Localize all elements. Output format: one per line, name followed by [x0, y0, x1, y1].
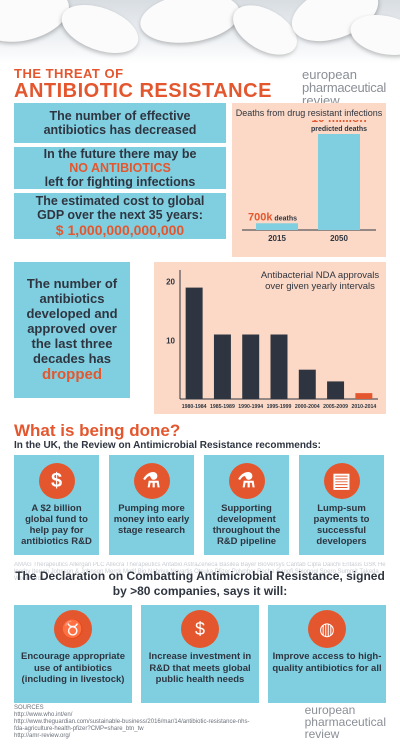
tick-label: 2015: [268, 234, 286, 243]
x-tick-label: 2000-2004: [295, 404, 320, 410]
declaration-heading: The Declaration on Combatting Antimicrob…: [15, 569, 385, 598]
y-tick-label: 10: [166, 336, 175, 345]
x-tick-label: 2005-2009: [323, 404, 348, 410]
recommendation-card: ▤ Lump-sum payments to successful develo…: [299, 455, 384, 555]
cow-icon: ♉: [54, 610, 92, 648]
source-link[interactable]: http://www.theguardian.com/sustainable-b…: [14, 719, 250, 732]
data-label: predicted deaths: [311, 126, 367, 133]
recommendation-card: ⚗ Supporting development throughout the …: [204, 455, 289, 555]
card-text: Supporting development throughout the R&…: [212, 503, 281, 547]
sources-list: SOURCES http://www.who.int/en/ http://ww…: [14, 705, 254, 740]
pledge-text: Improve access to high-quality antibioti…: [272, 651, 382, 674]
source-link[interactable]: http://amr-review.org/: [14, 733, 71, 739]
bar: [327, 381, 345, 399]
title-line1: THE THREAT OF: [14, 66, 124, 81]
dollar-icon: $: [181, 610, 219, 648]
fact-box-gdp-cost: The estimated cost to global GDP over th…: [14, 193, 226, 239]
page-title: ANTIBIOTIC RESISTANCE: [14, 80, 272, 102]
data-label: 10 million: [311, 120, 366, 125]
bar: [355, 393, 373, 399]
bar: [318, 134, 360, 230]
bar: [213, 334, 231, 399]
section-heading: What is being done?: [14, 421, 181, 440]
bar: [185, 287, 203, 399]
chart-title: Antibacterial NDA approvals over given y…: [260, 270, 380, 292]
card-text: Pumping more money into early stage rese…: [113, 503, 190, 536]
fact-box-decreased: The number of effective antibiotics has …: [14, 103, 226, 143]
fact-box-dropped: The number of antibiotics developed and …: [14, 262, 130, 398]
x-tick-label: 1980-1984: [182, 404, 207, 410]
logo-word: pharmaceutical: [304, 715, 386, 729]
fact-text: The number of antibiotics developed and …: [26, 276, 118, 366]
pledge-card: $ Increase investment in R&D that meets …: [141, 605, 259, 703]
fact-text: left for fighting infections: [44, 175, 196, 189]
chart-title: Deaths from drug resistant infections: [235, 108, 383, 118]
fact-text: The estimated cost to global GDP over th…: [35, 193, 205, 222]
publisher-logo: european pharmaceutical review: [302, 68, 386, 107]
source-link[interactable]: http://www.who.int/en/: [14, 712, 73, 718]
recommendation-card: $ A $2 billion global fund to help pay f…: [14, 455, 99, 555]
sources-label: SOURCES: [14, 705, 44, 711]
card-text: Lump-sum payments to successful develope…: [313, 503, 370, 547]
fact-highlight: dropped: [42, 366, 102, 383]
bar: [256, 223, 298, 230]
deaths-bar-chart: 2015 700k deaths 2050 10 millionpredicted d…: [242, 120, 376, 243]
section-subheading: In the UK, the Review on Antimicrobial R…: [14, 440, 321, 451]
pill-shape: [55, 0, 145, 63]
x-tick-label: 2010-2014: [351, 404, 376, 410]
logo-word: european: [302, 67, 357, 82]
logo-word: pharmaceutical: [302, 80, 386, 95]
pledge-card: ◍ Improve access to high-quality antibio…: [268, 605, 386, 703]
data-label: 700k deaths: [248, 211, 297, 223]
pledge-text: Increase investment in R&D that meets gl…: [148, 651, 252, 685]
fact-text: In the future there may be: [43, 147, 197, 161]
globe-icon: ◍: [308, 610, 346, 648]
dollar-icon: $: [38, 463, 75, 499]
flask-icon: ⚗: [228, 463, 265, 499]
fact-text: The number of effective antibiotics has …: [43, 109, 197, 137]
logo-word: review: [304, 727, 340, 741]
card-text: A $2 billion global fund to help pay for…: [21, 503, 92, 547]
deaths-chart-panel: [232, 103, 386, 257]
pledge-card: ♉ Encourage appropriate use of antibioti…: [14, 605, 132, 703]
ticket-icon: ▤: [323, 463, 360, 499]
fact-box-no-antibiotics: In the future there may be NO ANTIBIOTIC…: [14, 147, 226, 189]
logo-word: european: [304, 703, 356, 717]
fact-highlight: NO ANTIBIOTICS: [69, 161, 171, 175]
pill-shape: [137, 0, 243, 49]
pill-shape: [224, 0, 306, 64]
recommendation-card: ⚗ Pumping more money into early stage re…: [109, 455, 194, 555]
x-tick-label: 1990-1994: [238, 404, 263, 410]
tick-label: 2050: [330, 234, 348, 243]
hero-pills-image: [0, 0, 400, 64]
publisher-logo-footer: european pharmaceutical review: [305, 704, 386, 740]
bar: [298, 369, 316, 399]
nda-bar-chart: 10 20 1980-1984 1985-1989 1990-1994 1995-1999…: [166, 270, 378, 410]
company-names-background: AMAG Therapeutics Allergan PLC Allecra T…: [14, 562, 386, 582]
x-tick-label: 1995-1999: [267, 404, 292, 410]
pledge-text: Encourage appropriate use of antibiotics…: [21, 651, 125, 685]
bar: [242, 334, 260, 399]
fact-highlight: $ 1,000,000,000,000: [55, 221, 185, 238]
bar: [270, 334, 288, 399]
y-tick-label: 20: [166, 278, 175, 287]
microscope-icon: ⚗: [133, 463, 170, 499]
x-tick-label: 1985-1989: [210, 404, 235, 410]
